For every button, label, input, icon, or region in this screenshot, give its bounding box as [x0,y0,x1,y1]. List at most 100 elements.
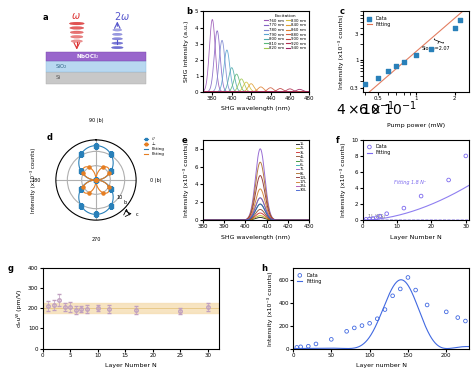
Text: SiO$_2$: SiO$_2$ [55,62,68,71]
17L [219,218,224,223]
8L [257,160,263,164]
5L [248,216,254,220]
3L [219,218,224,223]
Text: c: c [339,8,344,16]
5L [200,218,205,223]
Point [427,46,435,52]
2L [306,218,312,223]
6L [306,218,312,223]
Point [400,205,408,211]
Line: 30L: 30L [202,204,309,220]
6L [219,218,224,223]
17L [200,218,205,223]
Point [77,185,85,192]
Point [77,203,85,209]
Legend: Data, Fitting: Data, Fitting [365,142,393,157]
Point [92,177,100,183]
Point [79,170,87,176]
Ellipse shape [70,26,84,29]
Point [445,177,452,183]
Point [100,190,107,196]
5L [263,210,268,214]
1L [200,218,205,223]
Point [92,177,100,183]
Line: 3L: 3L [202,213,309,220]
2L [280,218,286,223]
FancyBboxPatch shape [46,72,146,84]
30L [219,218,224,223]
5L [271,218,277,222]
Point [396,286,404,292]
12L [248,212,254,216]
Line: 4L: 4L [202,210,309,220]
Point [77,151,85,157]
Legend: Data, Fitting: Data, Fitting [365,14,393,29]
Text: d: d [46,133,52,142]
17L [306,218,312,223]
12L [271,217,277,222]
Point [297,344,304,350]
12L [263,195,268,200]
Point [412,52,420,59]
Point [107,185,115,192]
5L [280,218,286,223]
Ellipse shape [112,33,122,36]
12L [200,218,205,223]
1L [219,218,224,223]
8L [271,217,277,222]
Point [350,325,358,331]
2L [219,218,224,223]
5L [257,202,263,206]
7L [219,218,224,223]
Ellipse shape [111,46,123,49]
4L [271,218,277,222]
Ellipse shape [70,31,83,34]
Text: e: e [181,136,187,145]
4L [219,218,224,223]
Point [328,336,335,342]
4L [248,216,254,221]
Point [92,177,100,183]
12L [257,173,263,178]
12L [306,218,312,223]
3L [227,218,233,223]
Point [462,318,469,324]
25L [306,218,312,223]
Point [358,322,366,329]
Text: b: b [123,200,127,205]
12L [219,218,224,223]
1L [280,218,286,223]
Point [404,274,412,280]
7L [306,218,312,223]
Text: h: h [261,264,267,273]
30L [263,210,268,214]
30L [200,218,205,223]
X-axis label: SHG wavelength (nm): SHG wavelength (nm) [221,235,291,240]
Point [304,343,312,349]
30L [257,202,263,206]
17L [257,187,263,191]
12L [280,218,286,223]
Text: Intensity (x10⁻³ counts): Intensity (x10⁻³ counts) [30,147,36,213]
12L [227,218,233,223]
30L [271,218,277,222]
30L [227,218,233,223]
8L [227,218,233,223]
30L [280,218,286,223]
1L [263,216,268,221]
Y-axis label: Intensity (x10⁻³ counts): Intensity (x10⁻³ counts) [267,271,273,346]
4L [306,218,312,223]
Point [107,203,115,209]
1L [227,218,233,223]
2L [248,217,254,222]
Y-axis label: Intensity (x10⁻³ counts): Intensity (x10⁻³ counts) [340,143,346,217]
Point [362,81,369,87]
2L [271,218,277,223]
Point [400,59,408,65]
Point [462,153,470,159]
6L [248,215,254,219]
Line: 12L: 12L [202,175,309,220]
Point [383,211,391,217]
Point [85,164,92,170]
Point [417,193,425,199]
